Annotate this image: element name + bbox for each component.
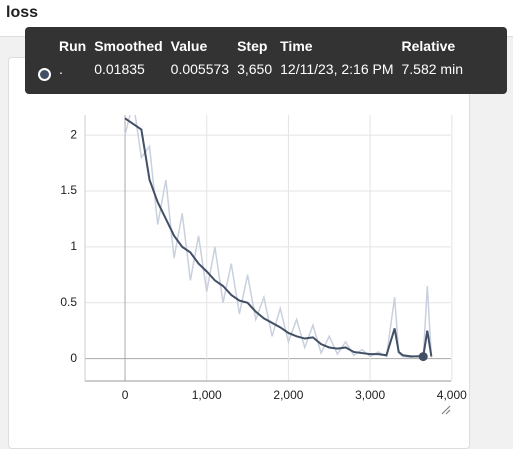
series-line (124, 117, 433, 358)
x-tick-label: 4,000 (437, 388, 467, 402)
column-header: Relative (401, 38, 456, 54)
column-header: Step (237, 38, 268, 54)
axes: 0 0.5 1 1.5 2 0 1,000 2,000 3,000 4,000 (60, 127, 467, 415)
cell: 0.01835 (94, 61, 145, 77)
series-line (124, 115, 433, 360)
cell: . (59, 61, 63, 77)
column-header: Smoothed (94, 38, 163, 54)
resize-handle (441, 405, 451, 415)
plot-area (124, 115, 433, 362)
cell: 7.582 min (401, 61, 463, 77)
column-header: Time (280, 38, 313, 54)
y-tick-label: 0.5 (60, 295, 77, 309)
cell: 12/11/23, 2:16 PM (280, 61, 394, 77)
hover-point (418, 352, 428, 362)
header-title: loss (6, 4, 39, 21)
cell: 0.005573 (170, 61, 230, 77)
y-tick-label: 2 (70, 127, 77, 141)
column-header: Run (59, 38, 87, 54)
x-tick-label: 2,000 (273, 388, 303, 402)
x-tick-label: 1,000 (192, 388, 222, 402)
tooltip-table: Run Smoothed Value Step Time Relative. 0.01835… (55, 35, 467, 81)
y-tick-label: 1 (70, 239, 77, 253)
y-tick-label: 0 (70, 351, 77, 365)
chart: 0 0.5 1 1.5 2 0 1,000 2,000 3,000 4,000 (60, 115, 467, 415)
run-color (38, 68, 51, 81)
x-tick-label: 3,000 (355, 388, 385, 402)
x-tick-label: 0 (122, 388, 129, 402)
y-tick-label: 1.5 (60, 183, 77, 197)
grid (84, 115, 453, 382)
column-header: Value (170, 38, 208, 54)
tooltip: Run Smoothed Value Step Time Relative. 0.01835… (25, 27, 507, 94)
cell: 3,650 (237, 61, 273, 77)
